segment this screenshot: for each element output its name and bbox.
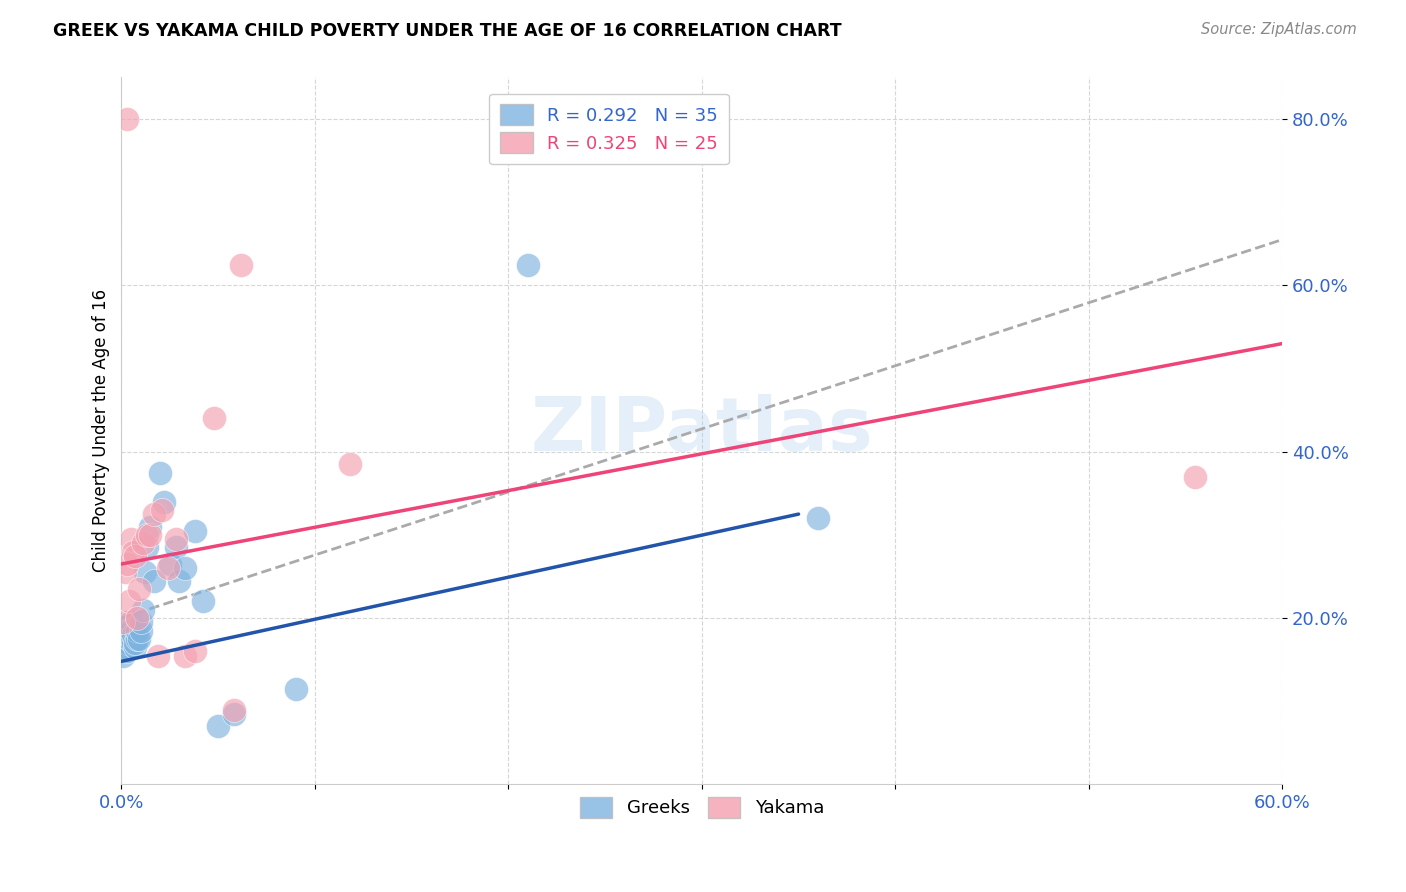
Point: [117, 112, 139, 126]
Point: [117, 557, 139, 571]
Legend: Greeks, Yakama: Greeks, Yakama: [572, 789, 831, 825]
Point: [222, 706, 245, 721]
Point: [124, 640, 146, 655]
Point: [149, 466, 172, 480]
Point: [139, 528, 162, 542]
Point: [120, 615, 142, 630]
Y-axis label: Child Poverty Under the Age of 16: Child Poverty Under the Age of 16: [93, 289, 110, 573]
Point: [135, 541, 157, 555]
Point: [132, 603, 155, 617]
Point: [112, 615, 135, 630]
Point: [143, 574, 166, 588]
Point: [284, 681, 307, 696]
Point: [117, 636, 139, 650]
Point: [139, 519, 162, 533]
Point: [120, 532, 142, 546]
Point: [117, 644, 139, 658]
Point: [129, 624, 152, 638]
Point: [143, 507, 166, 521]
Point: [1184, 469, 1206, 483]
Point: [124, 636, 146, 650]
Point: [165, 541, 187, 555]
Point: [191, 594, 214, 608]
Point: [156, 561, 179, 575]
Point: [222, 702, 245, 716]
Point: [231, 258, 253, 272]
Text: GREEK VS YAKAMA CHILD POVERTY UNDER THE AGE OF 16 CORRELATION CHART: GREEK VS YAKAMA CHILD POVERTY UNDER THE …: [53, 22, 842, 40]
Point: [128, 632, 150, 646]
Point: [516, 258, 538, 272]
Point: [202, 411, 225, 425]
Point: [148, 648, 170, 663]
Point: [135, 528, 157, 542]
Point: [120, 624, 142, 638]
Point: [125, 624, 148, 638]
Point: [184, 524, 207, 538]
Point: [169, 574, 191, 588]
Point: [150, 503, 173, 517]
Point: [174, 648, 197, 663]
Point: [114, 640, 136, 655]
Point: [184, 644, 207, 658]
Point: [122, 544, 145, 558]
Point: [339, 457, 361, 471]
Point: [124, 549, 146, 563]
Text: ZIPatlas: ZIPatlas: [530, 394, 873, 467]
Point: [122, 628, 145, 642]
Text: Source: ZipAtlas.com: Source: ZipAtlas.com: [1201, 22, 1357, 37]
Point: [118, 594, 141, 608]
Point: [132, 536, 155, 550]
Point: [207, 719, 229, 733]
Point: [129, 615, 152, 630]
Point: [807, 511, 830, 525]
Point: [118, 628, 141, 642]
Point: [125, 632, 148, 646]
Point: [114, 566, 136, 580]
Point: [118, 632, 141, 646]
Point: [174, 561, 197, 575]
Point: [165, 532, 187, 546]
Point: [112, 648, 135, 663]
Point: [159, 557, 181, 571]
Point: [128, 582, 150, 596]
Point: [153, 494, 176, 508]
Point: [134, 566, 156, 580]
Point: [122, 636, 145, 650]
Point: [125, 611, 148, 625]
